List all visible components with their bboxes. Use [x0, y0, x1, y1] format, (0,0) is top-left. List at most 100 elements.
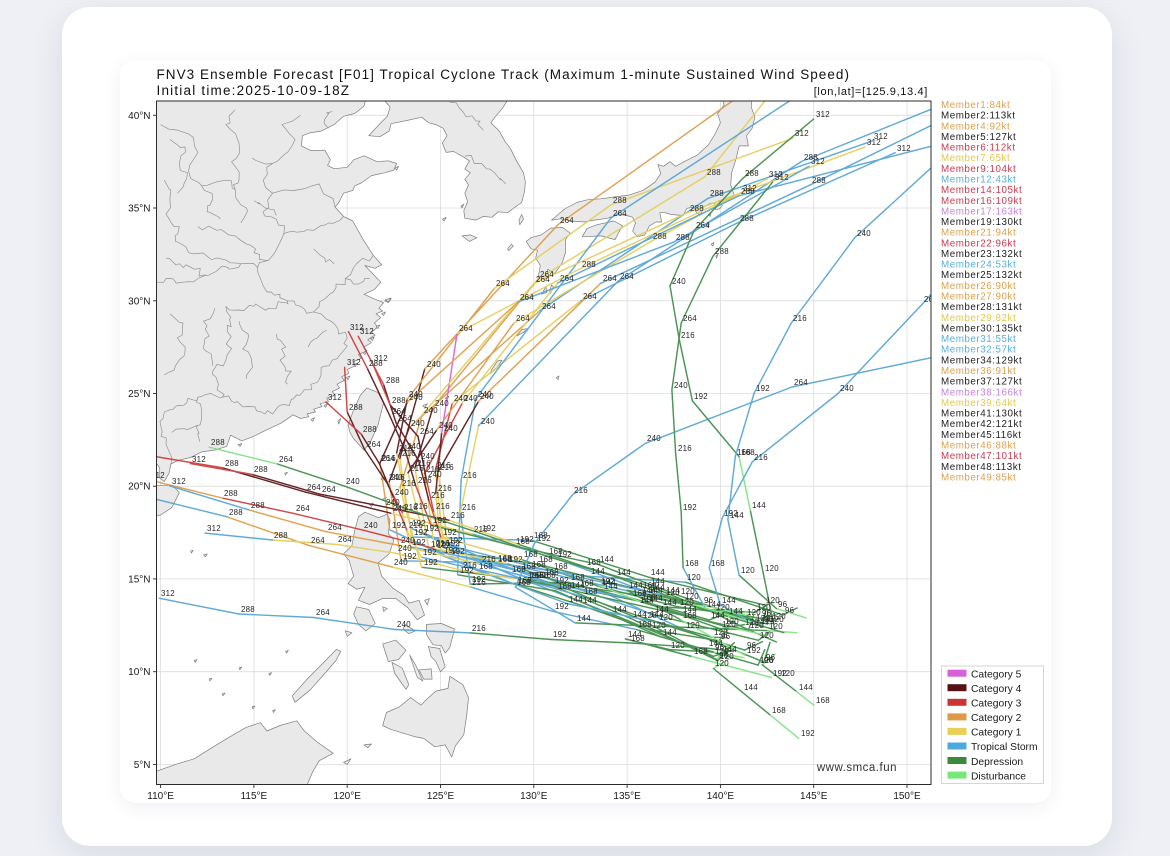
svg-text:312: 312 — [743, 184, 757, 193]
svg-text:312: 312 — [350, 323, 364, 332]
svg-text:216: 216 — [438, 484, 452, 493]
svg-text:288: 288 — [582, 260, 596, 269]
svg-text:288: 288 — [690, 204, 704, 213]
svg-text:264: 264 — [516, 314, 530, 323]
svg-text:264: 264 — [392, 407, 406, 416]
svg-text:120: 120 — [770, 615, 784, 624]
svg-text:216: 216 — [436, 502, 450, 511]
svg-text:192: 192 — [683, 503, 697, 512]
svg-text:115°E: 115°E — [241, 791, 268, 802]
svg-text:Member46:88kt: Member46:88kt — [941, 441, 1016, 452]
svg-text:312: 312 — [795, 129, 809, 138]
svg-text:216: 216 — [472, 578, 486, 587]
svg-text:144: 144 — [642, 586, 656, 595]
svg-text:264: 264 — [542, 302, 556, 311]
svg-text:Member39:64kt: Member39:64kt — [941, 398, 1016, 409]
svg-text:144: 144 — [723, 645, 737, 654]
svg-text:240: 240 — [478, 390, 492, 399]
svg-text:96: 96 — [747, 641, 757, 650]
svg-text:312: 312 — [775, 173, 789, 182]
svg-text:312: 312 — [192, 455, 206, 464]
svg-text:168: 168 — [512, 565, 526, 574]
svg-text:144: 144 — [583, 596, 597, 605]
svg-text:288: 288 — [707, 168, 721, 177]
svg-text:216: 216 — [462, 503, 476, 512]
svg-text:168: 168 — [542, 571, 556, 580]
svg-text:288: 288 — [676, 233, 690, 242]
svg-text:168: 168 — [741, 448, 755, 457]
svg-text:144: 144 — [600, 555, 614, 564]
svg-text:120: 120 — [680, 598, 694, 607]
svg-text:216: 216 — [417, 459, 431, 468]
svg-text:192: 192 — [412, 538, 426, 547]
svg-text:120: 120 — [652, 621, 666, 630]
svg-text:216: 216 — [426, 465, 440, 474]
svg-text:144: 144 — [709, 639, 723, 648]
svg-text:312: 312 — [769, 170, 783, 179]
svg-text:120: 120 — [715, 647, 729, 656]
svg-text:144: 144 — [628, 630, 642, 639]
svg-text:144: 144 — [683, 605, 697, 614]
svg-text:288: 288 — [715, 247, 729, 256]
svg-text:168: 168 — [539, 555, 553, 564]
svg-text:168: 168 — [535, 571, 549, 580]
svg-text:125°E: 125°E — [427, 791, 455, 802]
svg-text:312: 312 — [138, 444, 152, 453]
svg-text:FNV3 Ensemble Forecast [F01] T: FNV3 Ensemble Forecast [F01] Tropical Cy… — [157, 67, 851, 82]
svg-text:240: 240 — [428, 470, 442, 479]
svg-text:264: 264 — [381, 454, 395, 463]
svg-text:216: 216 — [409, 521, 423, 530]
svg-text:216: 216 — [793, 314, 807, 323]
svg-text:96: 96 — [766, 653, 776, 662]
svg-text:312: 312 — [172, 477, 186, 486]
svg-text:96: 96 — [778, 600, 788, 609]
svg-text:312: 312 — [938, 22, 952, 31]
svg-text:Depression: Depression — [971, 757, 1023, 768]
svg-text:Member27:90kt: Member27:90kt — [941, 292, 1016, 303]
svg-text:Member19:130kt: Member19:130kt — [941, 217, 1022, 228]
svg-text:192: 192 — [460, 566, 474, 575]
svg-text:[lon,lat]=[125.9,13.4]: [lon,lat]=[125.9,13.4] — [814, 86, 928, 98]
svg-text:240: 240 — [395, 488, 409, 497]
svg-text:192: 192 — [482, 524, 496, 533]
svg-text:Member9:104kt: Member9:104kt — [941, 164, 1016, 175]
svg-text:240: 240 — [464, 394, 478, 403]
svg-text:240: 240 — [364, 521, 378, 530]
svg-text:168: 168 — [534, 531, 548, 540]
svg-text:216: 216 — [463, 561, 477, 570]
svg-text:240: 240 — [407, 442, 421, 451]
svg-text:20°N: 20°N — [128, 482, 150, 493]
svg-text:144: 144 — [649, 586, 663, 595]
svg-text:240: 240 — [398, 544, 412, 553]
svg-text:120: 120 — [714, 628, 728, 637]
svg-text:120: 120 — [747, 608, 761, 617]
svg-text:216: 216 — [440, 463, 454, 472]
svg-text:192: 192 — [601, 577, 615, 586]
svg-text:168: 168 — [683, 611, 697, 620]
svg-text:120: 120 — [659, 613, 673, 622]
svg-text:192: 192 — [437, 541, 451, 550]
svg-text:240: 240 — [435, 399, 449, 408]
svg-text:264: 264 — [696, 221, 710, 230]
svg-text:150°E: 150°E — [893, 791, 921, 802]
svg-text:144: 144 — [722, 596, 736, 605]
svg-text:264: 264 — [338, 535, 352, 544]
svg-text:288: 288 — [363, 425, 377, 434]
svg-text:168: 168 — [498, 554, 512, 563]
svg-text:312: 312 — [328, 393, 342, 402]
svg-text:168: 168 — [558, 582, 572, 591]
svg-text:168: 168 — [694, 647, 708, 656]
svg-text:168: 168 — [816, 696, 830, 705]
svg-text:216: 216 — [410, 464, 424, 473]
svg-text:120: 120 — [745, 618, 759, 627]
svg-text:Category 4: Category 4 — [971, 684, 1022, 695]
svg-text:144: 144 — [651, 583, 665, 592]
svg-text:Member42:121kt: Member42:121kt — [941, 419, 1022, 430]
svg-text:288: 288 — [744, 85, 758, 94]
svg-text:168: 168 — [549, 547, 563, 556]
svg-text:168: 168 — [711, 559, 725, 568]
svg-text:240: 240 — [421, 452, 435, 461]
svg-text:264: 264 — [296, 504, 310, 513]
svg-text:264: 264 — [322, 485, 336, 494]
svg-text:144: 144 — [629, 581, 643, 590]
